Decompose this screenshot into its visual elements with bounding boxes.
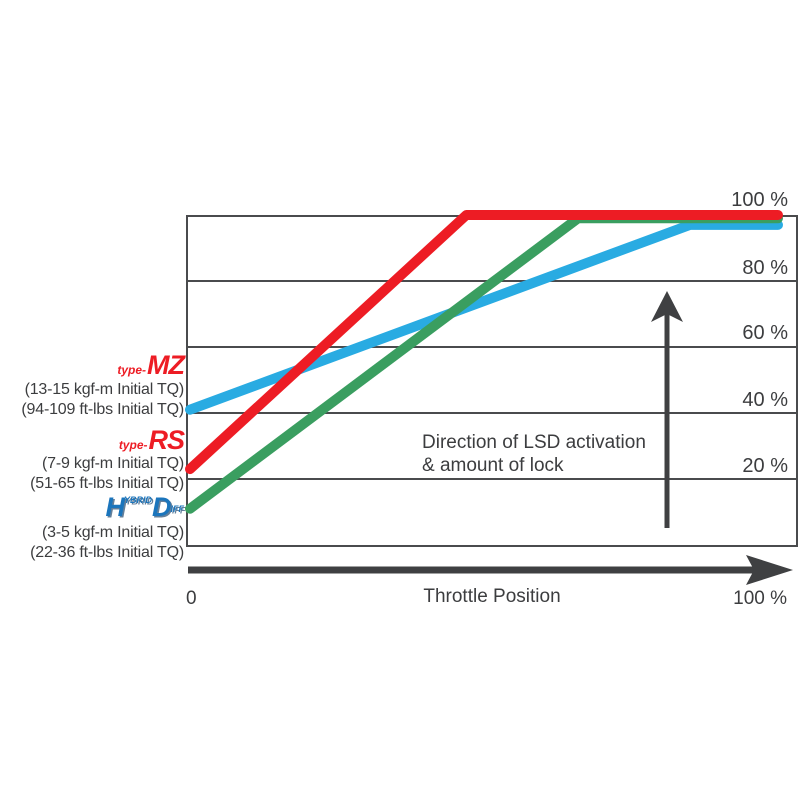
y-tick-60: 60 % bbox=[742, 322, 788, 344]
annotation-line-2: & amount of lock bbox=[422, 455, 564, 476]
y-tick-100: 100 % bbox=[731, 189, 788, 211]
y-tick-20: 20 % bbox=[742, 455, 788, 477]
legend-logo-hd-hybrid-diff: HYBRIDDIFF bbox=[0, 494, 184, 521]
legend-logo-type-rs: type- RS bbox=[0, 425, 185, 455]
x-axis-title: Throttle Position bbox=[423, 586, 561, 607]
lsd-direction-annotation: Direction of LSD activation & amount of … bbox=[422, 431, 692, 477]
hd-logo-iff: IFF bbox=[170, 504, 185, 514]
throttle-axis-arrow-head bbox=[746, 555, 793, 585]
hd-logo-h: H bbox=[105, 492, 124, 522]
x-axis-min-label: 0 bbox=[186, 588, 197, 609]
throttle-axis-arrow-shaft bbox=[188, 566, 758, 574]
plot-area bbox=[186, 215, 798, 547]
type-rs-logo-main: RS bbox=[148, 425, 185, 455]
hd-spec-imperial: (22-36 ft-lbs Initial TQ) bbox=[30, 544, 184, 561]
legend-logo-type-mz: type- MZ bbox=[0, 350, 185, 380]
type-rs-logo-prefix: type- bbox=[118, 438, 148, 452]
throttle-axis-arrow bbox=[188, 555, 793, 585]
type-mz-logo-main: MZ bbox=[147, 350, 185, 380]
type-mz-logo-prefix: type- bbox=[117, 363, 147, 377]
annotation-line-1: Direction of LSD activation bbox=[422, 432, 646, 453]
type-rs-spec-imperial: (51-65 ft-lbs Initial TQ) bbox=[30, 475, 184, 492]
type-mz-spec-metric: (13-15 kgf-m Initial TQ) bbox=[24, 381, 185, 398]
y-tick-40: 40 % bbox=[742, 389, 788, 411]
hd-logo-d: D bbox=[152, 492, 171, 522]
hd-spec-metric: (3-5 kgf-m Initial TQ) bbox=[42, 524, 184, 541]
x-axis-max-label: 100 % bbox=[733, 588, 787, 609]
type-mz-spec-imperial: (94-109 ft-lbs Initial TQ) bbox=[21, 401, 184, 418]
hd-logo-ybrid: YBRID bbox=[123, 495, 152, 505]
y-tick-80: 80 % bbox=[742, 257, 788, 279]
type-rs-spec-metric: (7-9 kgf-m Initial TQ) bbox=[42, 455, 184, 472]
